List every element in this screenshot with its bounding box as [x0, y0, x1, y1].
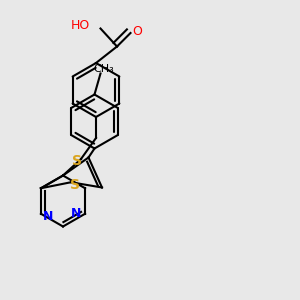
Text: N: N: [71, 207, 82, 220]
Text: CH₃: CH₃: [93, 64, 114, 74]
Text: S: S: [70, 178, 80, 192]
Text: O: O: [132, 25, 142, 38]
Text: S: S: [72, 154, 82, 167]
Text: N: N: [42, 210, 53, 223]
Text: HO: HO: [71, 19, 90, 32]
